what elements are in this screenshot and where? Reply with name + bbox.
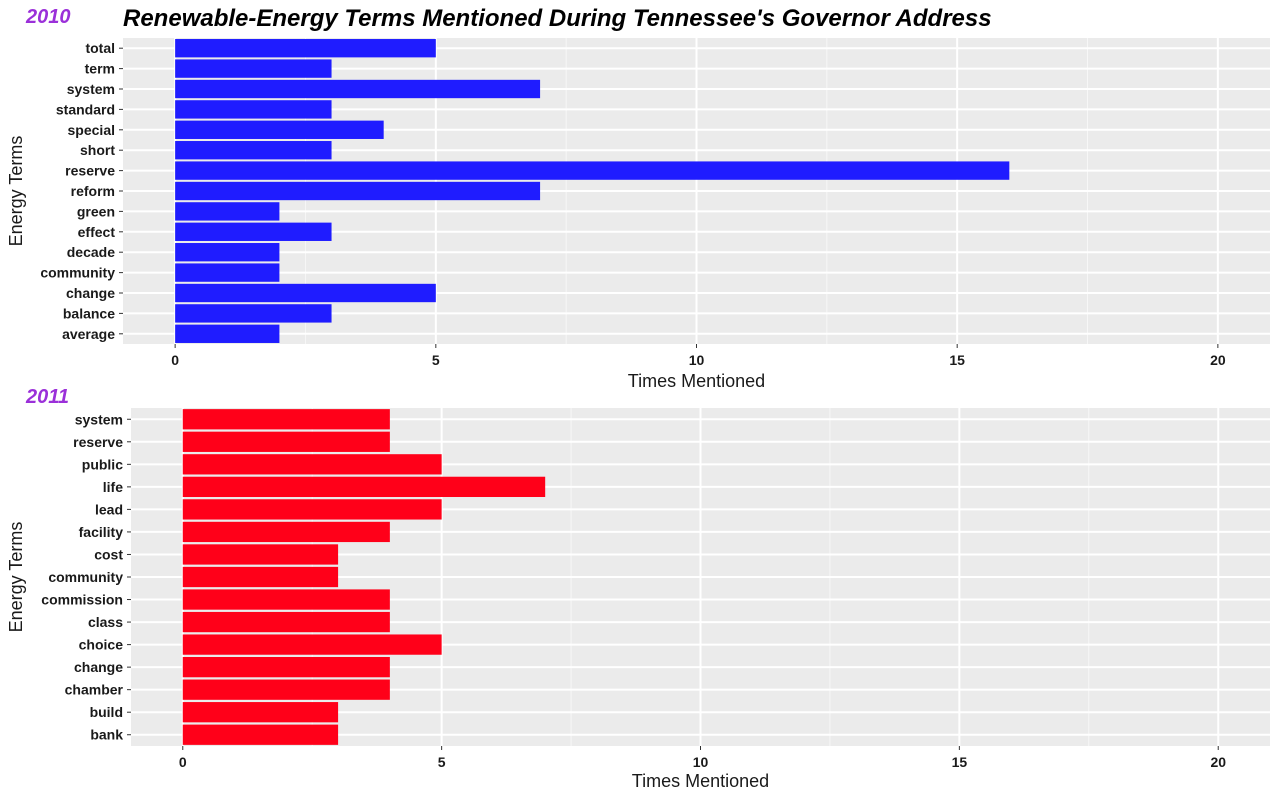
bar-effect [175, 222, 332, 241]
bar-term [175, 59, 332, 78]
y-tick-label: community [40, 265, 115, 281]
y-tick-label: class [88, 614, 123, 630]
panel-2011: system reserve public life lead facility cost c… [6, 386, 1270, 791]
y-tick-label: change [74, 659, 123, 675]
panel-year-label: 2011 [25, 386, 69, 408]
y-tick-label: public [82, 456, 123, 472]
y-tick-label: build [90, 704, 123, 720]
chart-panels: total term system standard special short reser… [6, 6, 1270, 791]
bar-balance [175, 304, 332, 323]
y-tick-label: community [48, 569, 123, 585]
y-tick-label: bank [90, 727, 123, 743]
x-tick-label: 5 [432, 352, 440, 368]
y-tick-label: special [68, 122, 115, 138]
y-tick-label: chamber [65, 682, 124, 698]
bar-chamber [182, 679, 390, 700]
bar-commission [182, 589, 390, 610]
x-tick-label: 20 [1210, 352, 1226, 368]
bar-class [182, 611, 390, 633]
bar-average [175, 324, 280, 343]
y-tick-label: reform [71, 183, 115, 199]
chart-title: Renewable-Energy Terms Mentioned During … [123, 5, 992, 32]
y-tick-label: change [66, 285, 115, 301]
bar-public [182, 454, 442, 475]
y-tick-label: balance [63, 305, 115, 321]
y-tick-label: reserve [73, 434, 123, 450]
bar-life [182, 476, 546, 498]
bar-total [175, 39, 436, 58]
bar-bank [182, 724, 339, 745]
y-tick-label: green [77, 203, 115, 219]
bar-cost [182, 544, 339, 565]
y-tick-label: lead [95, 501, 123, 517]
bar-reserve [175, 161, 1010, 180]
bar-change [175, 283, 436, 303]
bar-choice [182, 634, 442, 655]
y-tick-label: short [80, 142, 115, 158]
y-tick-label: decade [67, 244, 115, 260]
x-axis-title: Times Mentioned [628, 371, 765, 391]
bar-short [175, 141, 332, 160]
x-tick-label: 10 [689, 352, 705, 368]
bar-community [182, 566, 339, 588]
y-axis-title: Energy Terms [6, 522, 26, 633]
bar-reserve [182, 431, 390, 452]
x-axis-title: Times Mentioned [632, 771, 769, 791]
x-tick-label: 0 [171, 352, 179, 368]
y-tick-label: standard [56, 101, 115, 117]
x-tick-label: 15 [949, 352, 965, 368]
y-tick-label: system [67, 81, 115, 97]
x-tick-label: 20 [1210, 754, 1226, 770]
bar-special [175, 120, 384, 139]
bar-decade [175, 243, 280, 262]
x-tick-label: 5 [438, 754, 446, 770]
y-tick-label: life [103, 479, 123, 495]
x-tick-label: 15 [952, 754, 968, 770]
y-tick-label: commission [41, 592, 123, 608]
y-tick-label: effect [78, 224, 116, 240]
bar-lead [182, 499, 442, 520]
bar-facility [182, 521, 390, 543]
y-axis-title: Energy Terms [6, 136, 26, 247]
panel-2010: total term system standard special short reser… [6, 6, 1270, 391]
y-tick-label: total [85, 40, 115, 56]
panel-year-label: 2010 [25, 6, 71, 28]
bar-community [175, 263, 280, 282]
y-tick-label: term [85, 61, 115, 77]
y-tick-label: choice [79, 637, 124, 653]
bar-build [182, 702, 339, 723]
x-tick-label: 0 [179, 754, 187, 770]
bar-system [175, 79, 541, 99]
bar-green [175, 202, 280, 221]
bar-system [182, 409, 390, 430]
bar-standard [175, 100, 332, 119]
y-tick-label: facility [79, 524, 124, 540]
y-tick-label: system [75, 411, 123, 427]
bar-reform [175, 181, 541, 201]
y-tick-label: cost [94, 546, 123, 562]
y-tick-label: reserve [65, 163, 115, 179]
y-tick-label: average [62, 326, 115, 342]
x-tick-label: 10 [693, 754, 709, 770]
bar-change [182, 656, 390, 678]
